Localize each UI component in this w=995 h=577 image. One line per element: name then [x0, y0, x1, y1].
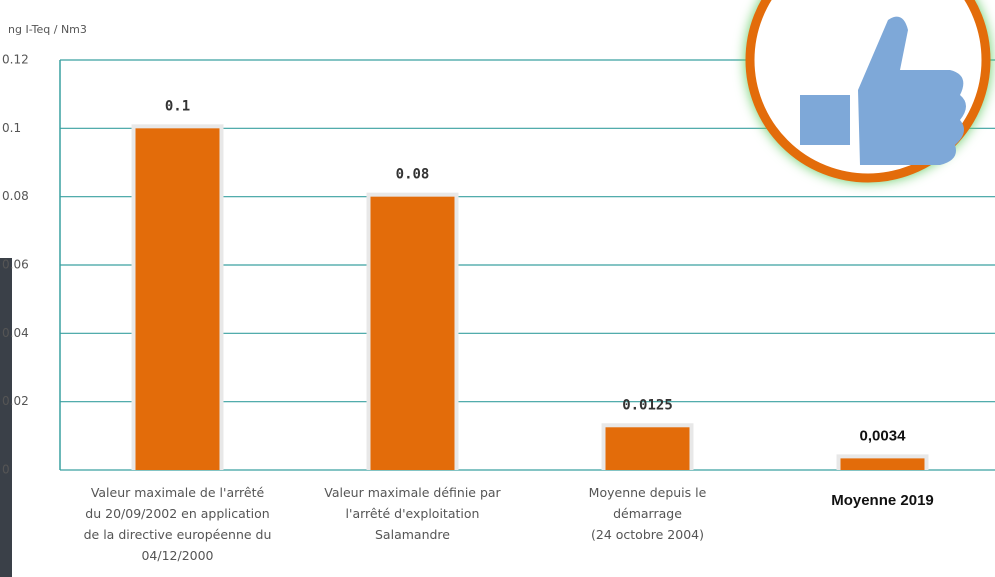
value-label: 0.1 [165, 98, 190, 114]
x-tick-label: Valeur maximale définie par l'arrêté d'e… [324, 485, 501, 542]
photo-edge [0, 258, 12, 577]
y-tick-label: 0.04 [2, 326, 29, 340]
bar [840, 458, 925, 470]
bar [605, 427, 690, 470]
bar [370, 196, 455, 470]
y-tick-label: 0.02 [2, 394, 29, 408]
y-tick-label: 0.06 [2, 258, 29, 272]
y-axis-label: ng I-Teq / Nm3 [8, 23, 87, 36]
value-label: 0.08 [396, 167, 430, 183]
y-tick-label: 0 [2, 463, 10, 477]
bar [135, 128, 220, 471]
y-tick-label: 0.12 [2, 53, 29, 67]
y-tick-label: 0.08 [2, 189, 29, 203]
y-tick-label: 0.1 [2, 121, 21, 135]
x-tick-label: Moyenne depuis le démarrage (24 octobre … [588, 485, 707, 542]
value-label: 0,0034 [860, 427, 907, 444]
x-tick-label: Moyenne 2019 [831, 492, 934, 509]
x-tick-label: Valeur maximale de l'arrêté du 20/09/200… [83, 485, 272, 563]
value-label: 0.0125 [622, 397, 673, 413]
